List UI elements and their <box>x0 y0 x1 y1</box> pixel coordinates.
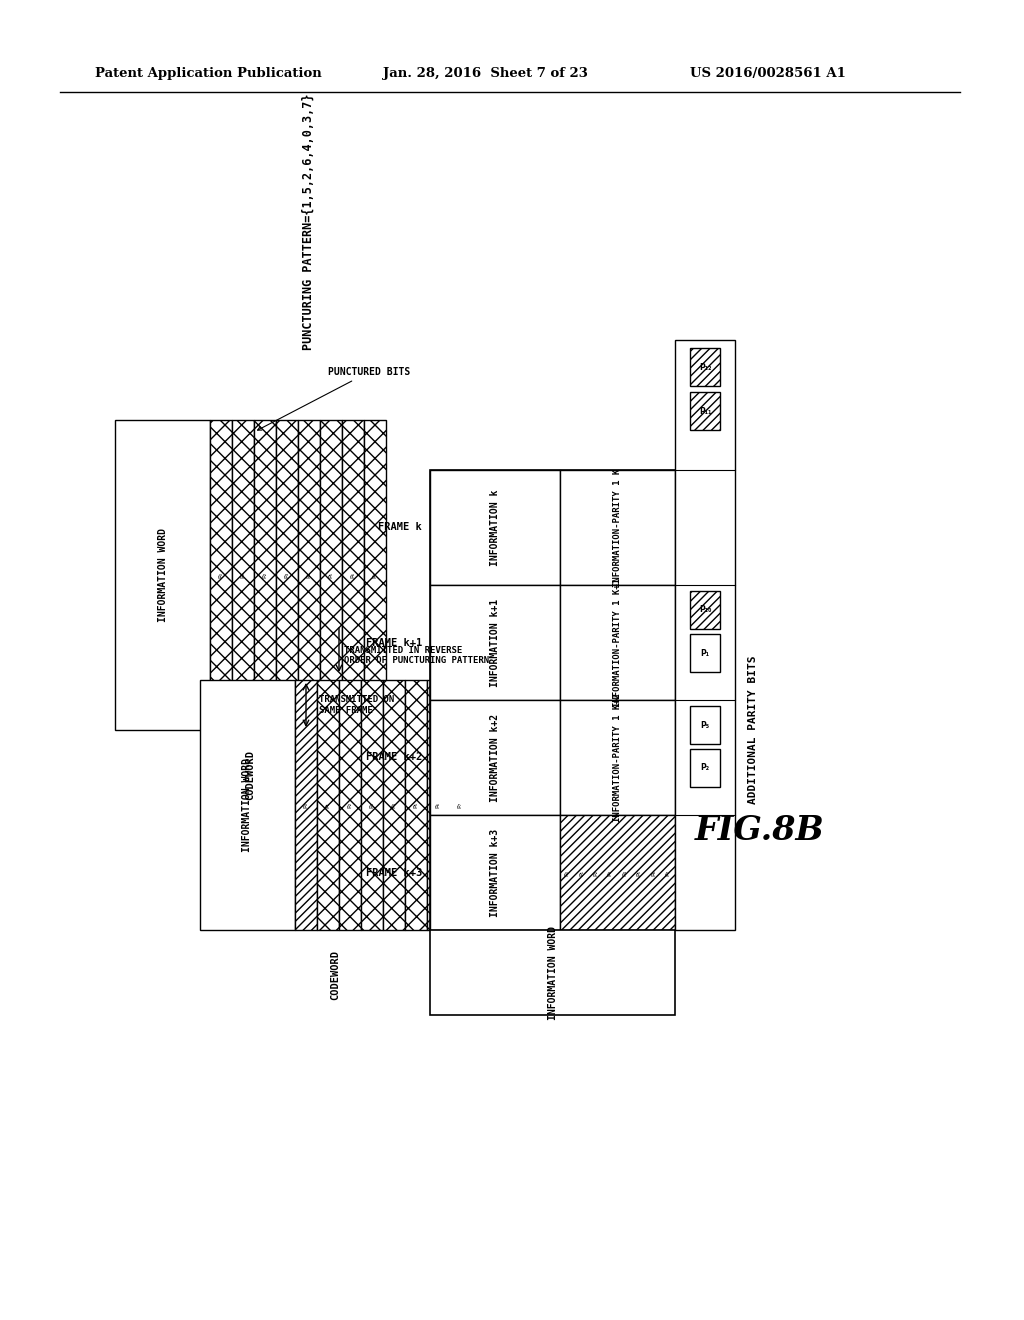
Bar <box>339 680 361 931</box>
Bar <box>430 700 560 814</box>
Bar <box>361 680 383 931</box>
Text: P₃: P₃ <box>285 572 290 578</box>
Text: P₁₀: P₁₀ <box>698 606 712 615</box>
Text: CODEWORD: CODEWORD <box>246 750 256 800</box>
Bar <box>364 420 386 730</box>
Text: FRAME k+1: FRAME k+1 <box>366 638 422 648</box>
Bar <box>232 420 254 730</box>
Bar <box>690 634 720 672</box>
Text: FRAME k+3: FRAME k+3 <box>366 867 422 878</box>
Bar <box>295 680 317 931</box>
Bar <box>560 700 675 814</box>
Text: P₃: P₃ <box>608 870 612 875</box>
Text: P₆: P₆ <box>435 803 440 808</box>
Bar <box>430 931 675 1015</box>
Text: US 2016/0028561 A1: US 2016/0028561 A1 <box>690 66 846 79</box>
Bar <box>200 680 295 931</box>
Text: P₃: P₃ <box>370 803 375 808</box>
Text: Patent Application Publication: Patent Application Publication <box>95 66 322 79</box>
Bar <box>210 420 232 730</box>
Bar <box>430 470 560 585</box>
Text: P₂: P₂ <box>347 803 352 808</box>
Text: P₂: P₂ <box>594 870 598 875</box>
Text: P₅: P₅ <box>329 572 334 578</box>
Bar <box>427 680 449 931</box>
Text: P₅: P₅ <box>700 721 710 730</box>
Bar <box>406 680 427 931</box>
Text: P₇: P₇ <box>666 870 671 875</box>
Text: INFORMATION-PARITY 1 K+2: INFORMATION-PARITY 1 K+2 <box>613 693 622 822</box>
Bar <box>430 470 675 931</box>
Text: P₂: P₂ <box>700 763 710 772</box>
Text: PUNCTURED BITS: PUNCTURED BITS <box>258 367 411 430</box>
Text: P₁₂: P₁₂ <box>698 363 712 371</box>
Bar <box>449 680 471 931</box>
Bar <box>560 814 675 931</box>
Text: P₄: P₄ <box>623 870 627 875</box>
Text: P₇: P₇ <box>373 572 378 578</box>
Bar <box>342 420 364 730</box>
Text: FRAME k: FRAME k <box>378 523 422 532</box>
Text: INFORMATION-PARITY 1 K+1: INFORMATION-PARITY 1 K+1 <box>613 578 622 708</box>
Text: P₁: P₁ <box>579 870 584 875</box>
Text: INFORMATION-PARITY 1 K: INFORMATION-PARITY 1 K <box>613 469 622 586</box>
Text: P₄: P₄ <box>306 572 311 578</box>
Bar <box>319 420 342 730</box>
Text: P₆: P₆ <box>651 870 656 875</box>
Bar <box>675 341 735 931</box>
Bar <box>690 706 720 744</box>
Text: FRAME k+2: FRAME k+2 <box>366 752 422 763</box>
Text: FIG.8B: FIG.8B <box>695 813 825 846</box>
Text: INFORMATION k+2: INFORMATION k+2 <box>490 713 500 801</box>
Text: P₅: P₅ <box>414 803 419 808</box>
Bar <box>690 591 720 630</box>
Text: PUNCTURING PATTERN={1,5,2,6,4,0,3,7}: PUNCTURING PATTERN={1,5,2,6,4,0,3,7} <box>301 94 314 350</box>
Text: P₁: P₁ <box>241 572 246 578</box>
Text: TRANSMITTED ON
SAME FRAME: TRANSMITTED ON SAME FRAME <box>319 696 394 714</box>
Bar <box>115 420 210 730</box>
Text: CODEWORD: CODEWORD <box>331 950 341 1001</box>
Text: P₁₁: P₁₁ <box>698 407 712 416</box>
Text: P₁: P₁ <box>700 648 710 657</box>
Bar <box>690 392 720 430</box>
Text: Jan. 28, 2016  Sheet 7 of 23: Jan. 28, 2016 Sheet 7 of 23 <box>383 66 588 79</box>
Bar <box>254 420 276 730</box>
Bar <box>560 470 675 585</box>
Bar <box>430 814 560 931</box>
Text: INFORMATION k: INFORMATION k <box>490 490 500 566</box>
Bar <box>298 420 319 730</box>
Text: P₄: P₄ <box>391 803 396 808</box>
Text: TRANSMITTED IN REVERSE
ORDER OF PUNCTURING PATTERN: TRANSMITTED IN REVERSE ORDER OF PUNCTURI… <box>344 645 489 665</box>
Text: P₀: P₀ <box>303 803 308 808</box>
Bar <box>383 680 406 931</box>
Bar <box>430 585 560 700</box>
Text: INFORMATION k+1: INFORMATION k+1 <box>490 598 500 686</box>
Bar <box>690 348 720 385</box>
Text: P₁: P₁ <box>326 803 331 808</box>
Text: ADDITIONAL PARITY BITS: ADDITIONAL PARITY BITS <box>748 656 758 804</box>
Bar <box>317 680 339 931</box>
Text: INFORMATION WORD: INFORMATION WORD <box>548 925 557 1019</box>
Text: INFORMATION k+3: INFORMATION k+3 <box>490 829 500 916</box>
Text: P₇: P₇ <box>458 803 463 808</box>
Text: INFORMATION WORD: INFORMATION WORD <box>243 758 253 851</box>
Text: P₂: P₂ <box>262 572 267 578</box>
Text: P₆: P₆ <box>350 572 355 578</box>
Text: P₀: P₀ <box>218 572 223 578</box>
Bar <box>560 585 675 700</box>
Bar <box>276 420 298 730</box>
Text: INFORMATION WORD: INFORMATION WORD <box>158 528 168 622</box>
Bar <box>690 748 720 787</box>
Text: P₅: P₅ <box>637 870 642 875</box>
Text: P₀: P₀ <box>564 870 569 875</box>
